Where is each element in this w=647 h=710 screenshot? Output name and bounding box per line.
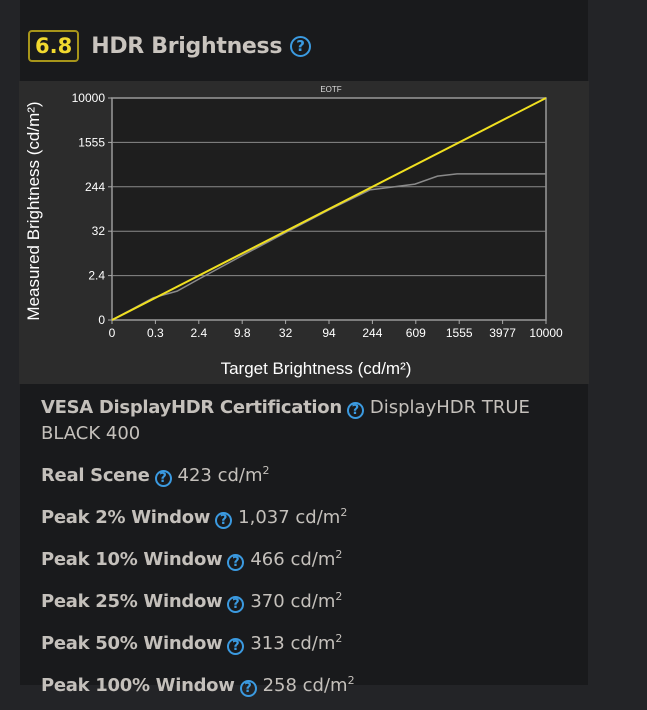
- section-title: HDR Brightness: [91, 33, 283, 59]
- spec-unit-exponent: 2: [347, 674, 355, 687]
- y-tick-label: 10000: [72, 91, 106, 105]
- spec-unit-exponent: 2: [335, 548, 343, 561]
- x-tick-label: 32: [279, 326, 293, 340]
- eotf-chart: 0 2.4 32 244 1555 10000 0 0.3 2.4 9.8 32 94 244 609 15…: [19, 81, 589, 384]
- spec-row-peak-25: Peak 25% Window? 370 cd/m2: [41, 584, 571, 615]
- spec-value: 370 cd/m: [250, 591, 336, 612]
- spec-unit-exponent: 2: [340, 506, 348, 519]
- question-circle-icon[interactable]: ?: [227, 554, 245, 571]
- spec-unit-exponent: 2: [262, 464, 270, 477]
- spec-label: Real Scene: [41, 465, 150, 486]
- spec-value: 466 cd/m: [250, 549, 336, 570]
- spec-value: 423 cd/m: [177, 465, 263, 486]
- spec-unit-exponent: 2: [335, 590, 343, 603]
- x-tick-label: 0: [109, 326, 116, 340]
- spec-label: Peak 50% Window: [41, 633, 223, 654]
- spec-label: Peak 10% Window: [41, 549, 223, 570]
- x-tick-label: 2.4: [190, 326, 207, 340]
- y-tick-label: 1555: [78, 135, 105, 149]
- spec-row-real-scene: Real Scene? 423 cd/m2: [41, 458, 571, 489]
- question-circle-icon[interactable]: ?: [290, 35, 312, 57]
- spec-value: 313 cd/m: [250, 633, 336, 654]
- spec-value: 258 cd/m: [262, 675, 348, 696]
- x-tick-label: 10000: [529, 326, 563, 340]
- question-circle-icon[interactable]: ?: [227, 638, 245, 655]
- y-tick-label: 2.4: [88, 269, 105, 283]
- x-axis-label: Target Brightness (cd/m²): [221, 359, 412, 378]
- spec-row-peak-10: Peak 10% Window? 466 cd/m2: [41, 542, 571, 573]
- spec-row-peak-50: Peak 50% Window? 313 cd/m2: [41, 626, 571, 657]
- spec-unit-exponent: 2: [335, 632, 343, 645]
- x-tick-label: 3977: [489, 326, 516, 340]
- spec-label: Peak 25% Window: [41, 591, 223, 612]
- spec-row-vesa: VESA DisplayHDR Certification? DisplayHDR…: [41, 395, 571, 447]
- spec-label: Peak 2% Window: [41, 507, 211, 528]
- y-tick-label: 0: [98, 313, 105, 327]
- eotf-chart-svg: 0 2.4 32 244 1555 10000 0 0.3 2.4 9.8 32 94 244 609 15…: [24, 85, 563, 378]
- y-tick-label: 32: [92, 224, 106, 238]
- question-circle-icon[interactable]: ?: [239, 680, 257, 697]
- x-tick-label: 1555: [446, 326, 473, 340]
- spec-value: 1,037 cd/m: [238, 507, 341, 528]
- y-axis-label: Measured Brightness (cd/m²): [24, 101, 43, 320]
- question-circle-icon[interactable]: ?: [227, 596, 245, 613]
- spec-label: VESA DisplayHDR Certification: [41, 397, 342, 418]
- spec-row-peak-2: Peak 2% Window? 1,037 cd/m2: [41, 500, 571, 531]
- series-line-target: [111, 97, 547, 321]
- spec-value: DisplayHDR TRUE BLACK 400: [41, 397, 530, 444]
- chart-title: EOTF: [320, 85, 341, 94]
- spec-list: VESA DisplayHDR Certification? DisplayHDR…: [41, 395, 571, 710]
- question-circle-icon[interactable]: ?: [346, 402, 364, 419]
- spec-row-peak-100: Peak 100% Window? 258 cd/m2: [41, 668, 571, 699]
- score-badge: 6.8: [28, 30, 80, 62]
- x-tick-label: 94: [322, 326, 336, 340]
- question-circle-icon[interactable]: ?: [154, 470, 172, 487]
- y-tick-label: 244: [85, 180, 105, 194]
- x-tick-label: 0.3: [147, 326, 164, 340]
- section-header: 6.8 HDR Brightness ?: [28, 30, 312, 62]
- spec-label: Peak 100% Window: [41, 675, 235, 696]
- x-tick-label: 609: [406, 326, 426, 340]
- x-tick-label: 9.8: [234, 326, 251, 340]
- question-circle-icon[interactable]: ?: [215, 512, 233, 529]
- x-tick-label: 244: [362, 326, 382, 340]
